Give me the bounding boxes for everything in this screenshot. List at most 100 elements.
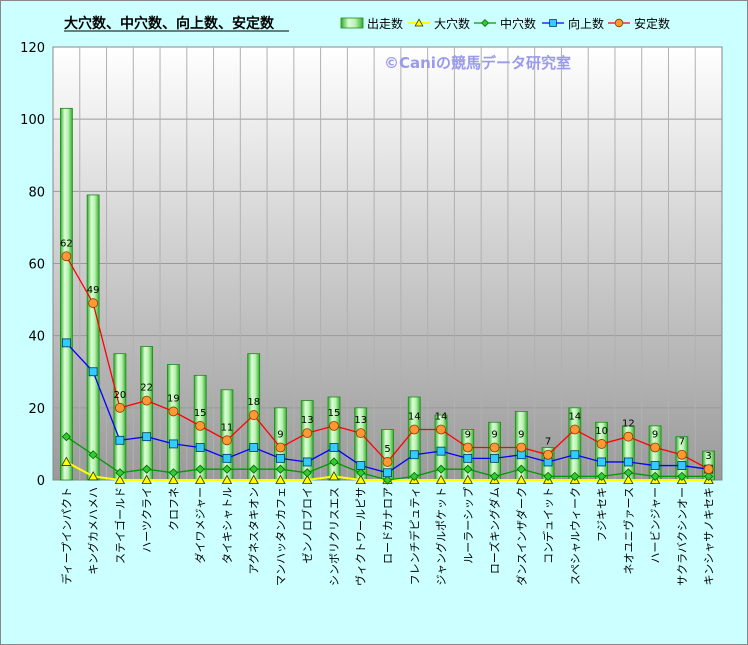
x-tick-label: タイキシャトル [221, 487, 234, 564]
marker-大穴数 [355, 474, 366, 484]
marker-安定数 [329, 420, 339, 431]
legend: 出走数 大穴数 中穴数 向上数 安定数 [340, 16, 670, 31]
marker-安定数 [302, 428, 313, 438]
x-tick-label: ロードカナロア [382, 487, 395, 564]
data-label: 14 [568, 411, 581, 422]
marker-安定数 [614, 18, 624, 28]
marker-中穴数 [516, 464, 526, 474]
data-label: 15 [328, 408, 341, 419]
marker-大穴数 [168, 474, 179, 484]
data-label: 14 [435, 411, 448, 422]
x-tick-label: マンハッタンカフェ [274, 487, 287, 586]
grid-lines [53, 47, 722, 480]
marker-安定数 [115, 402, 125, 413]
legend-label: 中穴数 [500, 16, 536, 31]
marker-大穴数 [516, 474, 527, 484]
data-label: 11 [221, 422, 234, 433]
marker-安定数 [569, 424, 580, 435]
marker-大穴数 [221, 474, 233, 484]
marker-向上数 [650, 461, 660, 470]
marker-中穴数 [222, 464, 232, 474]
y-tick-label: 100 [20, 113, 45, 128]
marker-安定数 [275, 442, 286, 453]
x-tick-label: クロフネ [167, 487, 180, 531]
data-label: 3 [705, 451, 711, 462]
data-label: 13 [301, 415, 314, 426]
marker-安定数 [489, 442, 500, 453]
marker-安定数 [168, 406, 179, 417]
bar-出走数 [300, 400, 314, 481]
marker-中穴数 [597, 471, 607, 481]
watermark: ©Caniの競馬データ研究室 [384, 54, 571, 72]
marker-大穴数 [248, 474, 259, 484]
x-tick-label: ヴィクトワールピサ [354, 487, 368, 586]
marker-安定数 [88, 298, 99, 309]
data-label: 62 [60, 238, 73, 249]
marker-中穴数 [481, 19, 489, 27]
bar-出走数 [140, 346, 154, 481]
marker-中穴数 [275, 464, 286, 474]
bar-出走数 [407, 396, 421, 481]
marker-大穴数 [328, 471, 340, 481]
marker-中穴数 [249, 464, 259, 474]
marker-大穴数 [61, 456, 72, 466]
marker-安定数 [222, 435, 232, 446]
marker-中穴数 [623, 468, 633, 478]
bar-出走数 [167, 364, 180, 481]
marker-安定数 [436, 424, 446, 435]
data-label: 9 [518, 430, 524, 441]
data-label: 12 [622, 419, 635, 430]
marker-安定数 [195, 420, 206, 431]
marker-向上数 [677, 461, 687, 470]
x-tick-label: キングカメハメハ [86, 487, 100, 575]
marker-中穴数 [436, 464, 446, 474]
marker-大穴数 [194, 474, 206, 484]
x-tick-label: キンシャサノキセキ [703, 487, 716, 585]
marker-向上数 [142, 432, 152, 442]
marker-中穴数 [195, 464, 205, 474]
marker-中穴数 [142, 464, 152, 474]
x-tick-label: ハーツクライ [141, 487, 154, 553]
legend-label: 出走数 [367, 16, 403, 31]
bar-出走数 [86, 194, 100, 481]
marker-安定数 [676, 449, 687, 460]
marker-向上数 [356, 461, 366, 470]
y-tick-label: 80 [28, 185, 45, 200]
y-tick-label: 40 [28, 330, 45, 345]
marker-安定数 [543, 449, 553, 460]
marker-大穴数 [414, 18, 424, 27]
marker-中穴数 [88, 450, 98, 460]
data-labels: 62 49 20 22 19 15 11 18 9 13 15 13 5 14 14 9 9 9 7 14 10 12 9 7… [60, 238, 712, 462]
marker-大穴数 [302, 474, 313, 484]
marker-安定数 [409, 424, 420, 435]
data-label: 7 [545, 437, 551, 448]
marker-向上数 [302, 457, 312, 467]
marker-向上数 [169, 439, 178, 449]
marker-向上数 [249, 443, 259, 452]
marker-大穴数 [114, 474, 126, 484]
chart-title: 大穴数、中穴数、向上数、安定数 [64, 15, 275, 32]
marker-安定数 [382, 457, 393, 467]
data-label: 5 [384, 444, 390, 455]
marker-中穴数 [61, 432, 71, 442]
marker-安定数 [516, 442, 527, 453]
marker-向上数 [436, 446, 446, 456]
y-tick-label: 120 [20, 41, 45, 56]
marker-大穴数 [141, 474, 152, 484]
bar-出走数 [113, 353, 127, 481]
marker-中穴数 [543, 471, 553, 481]
data-label: 9 [652, 430, 658, 441]
marker-安定数 [596, 439, 607, 449]
x-tick-label: ローズキングダム [488, 487, 502, 574]
line-series [61, 251, 714, 485]
marker-中穴数 [463, 464, 473, 474]
marker-大穴数 [435, 474, 447, 484]
marker-中穴数 [677, 471, 687, 481]
marker-安定数 [623, 431, 634, 442]
data-label: 19 [167, 393, 180, 404]
x-tick-label: ルーラーシップ [462, 487, 475, 564]
marker-中穴数 [329, 457, 339, 467]
data-label: 9 [465, 430, 471, 441]
marker-向上数 [222, 453, 232, 463]
x-tick-label: ダンスインザダーク [514, 487, 528, 586]
